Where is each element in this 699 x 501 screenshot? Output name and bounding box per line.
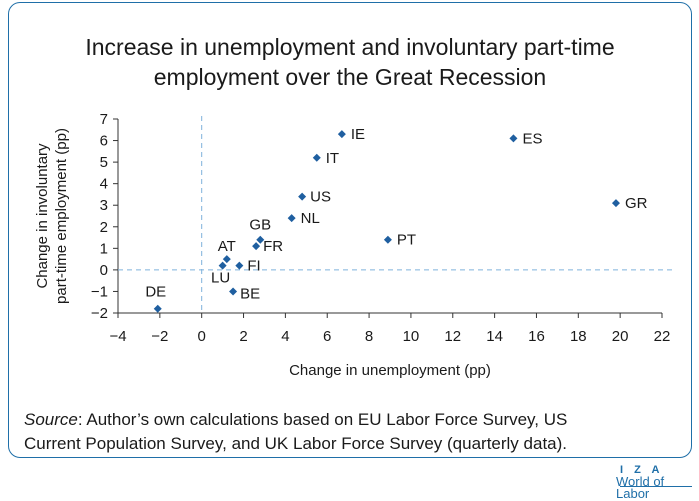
- point-label-es: ES: [522, 130, 542, 147]
- x-tick-label: 12: [444, 328, 461, 345]
- title-line-2: employment over the Great Recession: [153, 64, 547, 90]
- iza-world-of-labor-logo: I Z A World of Labor: [616, 464, 696, 500]
- source-prefix: Source: [24, 410, 78, 429]
- data-point-fr: [252, 242, 261, 251]
- x-tick-label: 16: [528, 328, 545, 345]
- data-point-gb: [256, 235, 265, 244]
- x-tick-label: 14: [486, 328, 503, 345]
- data-point-be: [229, 287, 238, 296]
- data-point-nl: [287, 214, 296, 223]
- data-point-ie: [337, 130, 346, 139]
- point-label-it: IT: [326, 150, 339, 167]
- title-line-1: Increase in unemployment and involuntary…: [85, 34, 615, 60]
- y-tick-label: 1: [100, 240, 108, 257]
- y-tick-label: 4: [100, 176, 108, 193]
- x-tick-label: −2: [151, 328, 168, 345]
- point-label-gr: GR: [625, 195, 648, 212]
- source-text-2: Current Population Survey, and UK Labor …: [24, 434, 568, 453]
- x-tick-label: 8: [365, 328, 373, 345]
- data-point-at: [222, 255, 231, 264]
- data-point-es: [509, 134, 518, 143]
- data-points: IE ES IT US GR NL GB FR PT AT FI LU BE DE: [145, 126, 648, 313]
- x-tick-label: 0: [198, 328, 206, 345]
- x-tick-label: 20: [612, 328, 629, 345]
- point-label-nl: NL: [301, 210, 320, 227]
- logo-world-of-labor: World of Labor: [616, 474, 665, 501]
- y-axis-label: Change in involuntary part-time employmen…: [34, 128, 70, 304]
- point-label-fr: FR: [263, 238, 283, 255]
- chart-frame: [8, 2, 692, 458]
- x-tick-label: 6: [323, 328, 331, 345]
- point-label-lu: LU: [211, 270, 230, 287]
- y-tick-label: 6: [100, 133, 108, 150]
- logo-iza: I Z A: [620, 464, 664, 476]
- point-label-ie: IE: [351, 126, 365, 143]
- y-tick-label: −1: [91, 283, 108, 300]
- x-tick-label: 2: [239, 328, 247, 345]
- y-tick-label: 2: [100, 219, 108, 236]
- y-axis-label-line-2: part-time employment (pp): [53, 128, 70, 304]
- y-tick-label: 3: [100, 197, 108, 214]
- x-tick-label: −4: [109, 328, 126, 345]
- logo-rule: [620, 486, 692, 487]
- point-label-fi: FI: [247, 258, 260, 275]
- point-label-de: DE: [145, 284, 166, 301]
- y-tick-label: 7: [100, 111, 108, 128]
- source-text-1: : Author’s own calculations based on EU …: [77, 410, 568, 429]
- y-tick-label: 5: [100, 154, 108, 171]
- x-tick-label: 10: [403, 328, 420, 345]
- data-point-us: [298, 192, 307, 201]
- y-tick-label: −2: [91, 305, 108, 322]
- x-tick-label: 4: [281, 328, 289, 345]
- chart-title: Increase in unemployment and involuntary…: [20, 32, 680, 92]
- data-point-lu: [218, 261, 227, 270]
- point-label-be: BE: [240, 285, 260, 302]
- point-label-us: US: [310, 189, 331, 206]
- reference-lines: [118, 116, 676, 313]
- data-point-gr: [611, 199, 620, 208]
- point-label-pt: PT: [397, 232, 416, 249]
- data-point-de: [153, 304, 162, 313]
- point-label-at: AT: [218, 238, 236, 255]
- x-tick-label: 22: [654, 328, 671, 345]
- point-label-gb: GB: [249, 217, 271, 234]
- y-axis-label-line-1: Change in involuntary: [34, 143, 51, 289]
- y-tick-label: 0: [100, 262, 108, 279]
- source-note: Source: Author’s own calculations based …: [24, 408, 684, 456]
- x-tick-label: 18: [570, 328, 587, 345]
- data-point-fi: [235, 261, 244, 270]
- data-point-pt: [383, 235, 392, 244]
- data-point-it: [312, 153, 321, 162]
- x-axis-label: Change in unemployment (pp): [289, 362, 491, 379]
